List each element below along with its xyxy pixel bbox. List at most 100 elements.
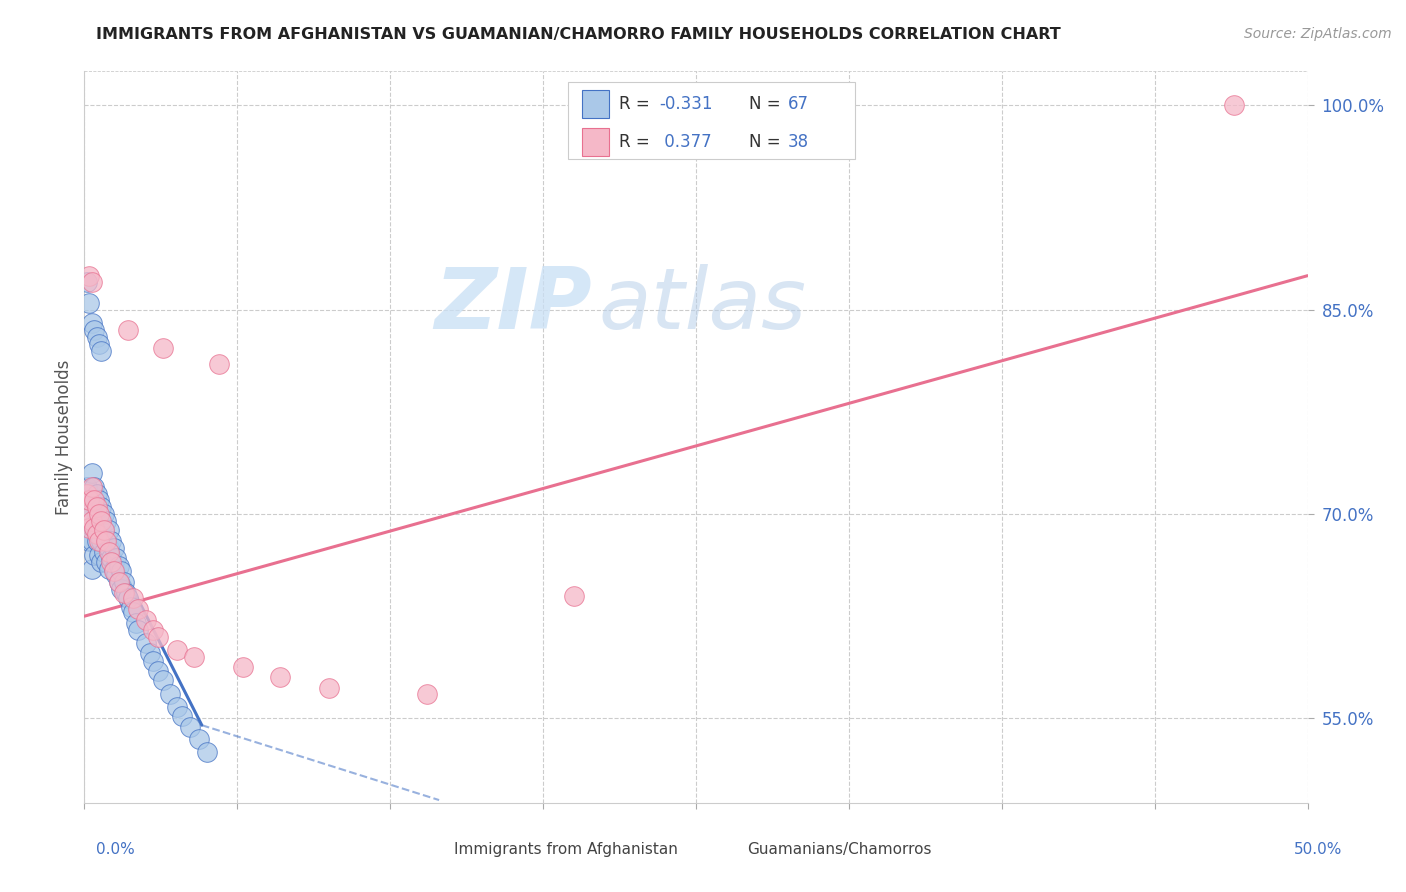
Point	[90, 514, 112, 528]
Text: 67: 67	[787, 95, 808, 112]
Point	[90, 534, 112, 549]
Point	[146, 630, 169, 644]
Text: R =: R =	[619, 133, 655, 152]
Point	[76, 507, 98, 521]
Point	[179, 719, 201, 733]
Text: IMMIGRANTS FROM AFGHANISTAN VS GUAMANIAN/CHAMORRO FAMILY HOUSEHOLDS CORRELATION : IMMIGRANTS FROM AFGHANISTAN VS GUAMANIAN…	[96, 27, 1060, 42]
Point	[90, 343, 112, 358]
Text: 50.0%: 50.0%	[1295, 842, 1343, 856]
Point	[117, 323, 139, 337]
Point	[93, 524, 115, 538]
Point	[77, 493, 100, 508]
Point	[105, 568, 128, 582]
Point	[97, 541, 120, 555]
Point	[76, 276, 98, 290]
Point	[80, 276, 103, 290]
Text: N =: N =	[748, 95, 786, 112]
Point	[97, 561, 120, 575]
Bar	[718, 837, 742, 863]
Point	[103, 564, 125, 578]
Point	[188, 731, 211, 746]
Point	[87, 336, 110, 351]
Point	[152, 341, 174, 355]
Point	[87, 507, 110, 521]
Text: 0.377: 0.377	[659, 133, 711, 152]
Point	[183, 650, 205, 665]
Point	[103, 541, 125, 555]
Point	[86, 486, 108, 500]
Point	[87, 527, 110, 541]
Point	[159, 687, 181, 701]
Point	[77, 268, 100, 283]
Text: 0.0%: 0.0%	[96, 842, 135, 856]
Point	[80, 480, 103, 494]
Point	[96, 514, 118, 528]
Point	[122, 605, 145, 619]
Point	[135, 636, 157, 650]
Point	[96, 534, 118, 549]
Point	[87, 534, 110, 549]
Point	[77, 507, 100, 521]
Point	[117, 591, 139, 606]
Point	[166, 700, 188, 714]
Point	[110, 582, 132, 596]
Text: atlas: atlas	[598, 264, 806, 347]
Text: R =: R =	[619, 95, 655, 112]
Point	[1223, 98, 1246, 112]
Point	[80, 534, 103, 549]
Point	[77, 534, 100, 549]
Point	[90, 514, 112, 528]
Text: Source: ZipAtlas.com: Source: ZipAtlas.com	[1244, 27, 1392, 41]
Point	[269, 671, 291, 685]
Point	[90, 555, 112, 569]
Point	[107, 558, 129, 573]
Point	[172, 708, 194, 723]
Point	[100, 550, 122, 565]
Point	[76, 514, 98, 528]
Point	[80, 514, 103, 528]
Point	[96, 555, 118, 569]
Point	[87, 548, 110, 562]
Point	[83, 493, 105, 508]
Point	[103, 561, 125, 575]
Point	[127, 623, 149, 637]
Point	[208, 357, 231, 371]
Point	[416, 687, 439, 701]
Point	[122, 591, 145, 606]
Text: Immigrants from Afghanistan: Immigrants from Afghanistan	[454, 842, 678, 857]
Text: 38: 38	[787, 133, 808, 152]
Point	[318, 681, 340, 696]
Point	[86, 507, 108, 521]
Point	[562, 589, 585, 603]
Point	[80, 561, 103, 575]
Point	[105, 550, 128, 565]
Point	[97, 545, 120, 559]
Point	[80, 316, 103, 330]
Bar	[582, 128, 609, 156]
Point	[80, 466, 103, 480]
Point	[93, 507, 115, 521]
Point	[76, 480, 98, 494]
Point	[112, 586, 135, 600]
Point	[83, 548, 105, 562]
Point	[86, 527, 108, 541]
Point	[107, 575, 129, 590]
Point	[86, 500, 108, 515]
Point	[232, 659, 254, 673]
Point	[146, 664, 169, 678]
Point	[77, 296, 100, 310]
Point	[96, 534, 118, 549]
Point	[83, 521, 105, 535]
Point	[97, 524, 120, 538]
Bar	[425, 837, 449, 863]
Point	[152, 673, 174, 688]
Point	[76, 486, 98, 500]
Point	[86, 330, 108, 344]
Point	[87, 514, 110, 528]
Point	[100, 534, 122, 549]
Point	[90, 500, 112, 515]
Point	[87, 493, 110, 508]
Text: ZIP: ZIP	[434, 264, 592, 347]
Point	[93, 524, 115, 538]
Point	[127, 602, 149, 616]
